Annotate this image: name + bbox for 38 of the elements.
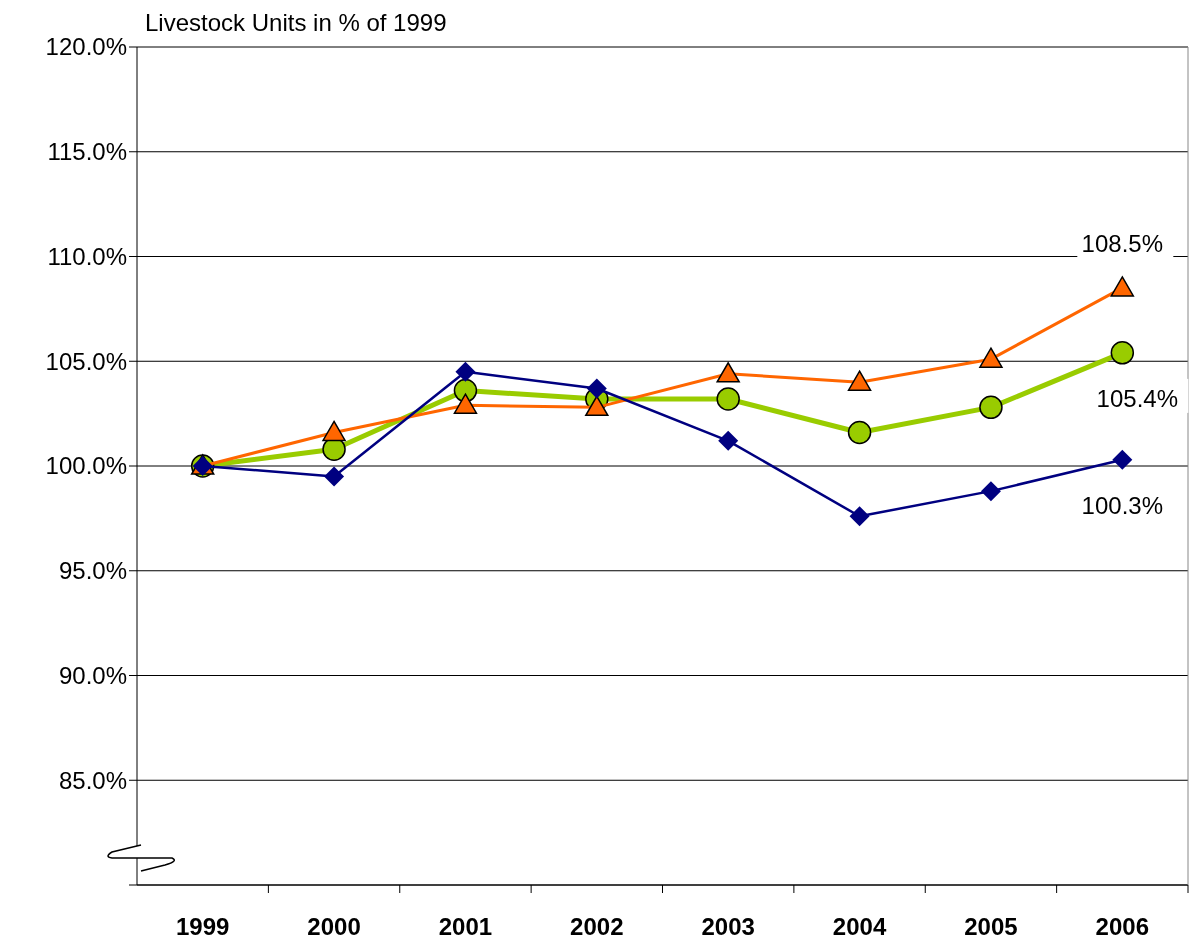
point xyxy=(455,361,476,382)
x-tick-label: 2005 xyxy=(964,913,1018,940)
point xyxy=(980,481,1001,502)
point xyxy=(322,420,346,442)
point xyxy=(849,506,870,527)
y-tick-label: 90.0% xyxy=(58,661,127,689)
point xyxy=(324,466,345,487)
point xyxy=(1110,276,1135,297)
point xyxy=(453,393,478,414)
data-label: 108.5% xyxy=(1081,229,1164,257)
point xyxy=(847,420,872,445)
point xyxy=(586,378,607,399)
y-tick-label: 85.0% xyxy=(58,766,127,794)
x-tick-label: 1999 xyxy=(175,913,230,940)
x-tick-label: 2000 xyxy=(307,913,361,940)
y-tick-label: 120.0% xyxy=(45,33,127,61)
x-tick-label: 2001 xyxy=(438,913,493,940)
point xyxy=(979,347,1003,368)
point xyxy=(718,430,739,451)
data-label: 105.4% xyxy=(1096,384,1179,412)
y-tick-label: 115.0% xyxy=(47,138,127,166)
y-tick-label: 95.0% xyxy=(58,557,127,585)
point xyxy=(1110,341,1135,365)
point xyxy=(979,395,1003,420)
x-tick-label: 2006 xyxy=(1095,913,1150,940)
x-tick-label: 2003 xyxy=(701,913,755,940)
point xyxy=(585,395,609,417)
point xyxy=(1112,449,1133,470)
point xyxy=(847,370,872,391)
y-tick-label: 100.0% xyxy=(45,452,127,480)
point xyxy=(716,387,740,411)
y-tick-label: 110.0% xyxy=(47,242,127,270)
x-tick-label: 2002 xyxy=(570,913,624,940)
y-axis-title: Livestock Units in % of 1999 xyxy=(145,9,447,36)
x-tick-label: 2004 xyxy=(832,913,887,940)
y-tick-label: 105.0% xyxy=(45,347,127,375)
point xyxy=(716,362,740,383)
data-label: 100.3% xyxy=(1081,491,1164,519)
